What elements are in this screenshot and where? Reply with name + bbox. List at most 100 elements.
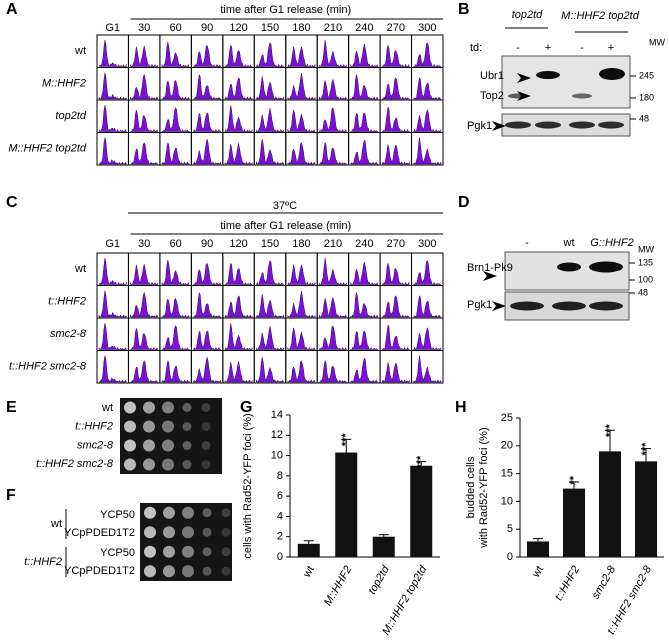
histogram	[350, 74, 379, 100]
histogram	[350, 112, 379, 132]
row-label: t::HHF2	[48, 296, 86, 308]
column-label: 240	[355, 238, 373, 250]
panel-label: E	[6, 399, 17, 416]
spot	[143, 439, 155, 452]
spot	[202, 527, 212, 537]
histogram	[381, 44, 410, 67]
row-label: wt	[101, 402, 113, 414]
histogram	[350, 261, 379, 285]
bar	[635, 461, 657, 557]
column-label: 270	[387, 22, 405, 34]
spot	[124, 401, 136, 414]
histogram	[161, 324, 190, 350]
bar	[599, 451, 621, 557]
band	[552, 301, 586, 311]
row-label: wt	[74, 45, 86, 57]
y-tick-label: 0	[277, 551, 283, 563]
band	[589, 301, 623, 311]
histogram	[319, 141, 347, 165]
band	[589, 261, 623, 273]
histogram	[193, 291, 221, 318]
y-tick-label: 10	[271, 449, 283, 461]
mw-label: MW	[638, 244, 654, 254]
column-label: 210	[324, 238, 342, 250]
histogram	[287, 109, 316, 132]
row-label: YCpPDED1T2	[64, 527, 135, 539]
histogram	[161, 359, 190, 383]
spot	[202, 508, 212, 518]
row-label: t::HHF2 smc2-8	[36, 458, 114, 470]
spot	[143, 420, 155, 433]
row-label: wt	[74, 263, 86, 275]
row-label: t::HHF2	[75, 421, 113, 433]
band	[599, 68, 625, 80]
histogram	[193, 357, 222, 383]
histogram	[350, 357, 379, 383]
histogram	[256, 326, 284, 350]
mw-label: MW	[649, 37, 665, 47]
histogram	[381, 362, 410, 383]
histogram	[381, 106, 410, 132]
histogram	[413, 42, 442, 67]
panel-label: D	[458, 194, 470, 211]
cell	[96, 317, 129, 351]
y-tick-label: 6	[277, 490, 283, 502]
spot	[182, 422, 192, 431]
histogram	[130, 45, 159, 67]
column-label: 60	[170, 22, 182, 34]
band	[569, 121, 595, 129]
spot	[201, 403, 211, 412]
band-label: Pgk1	[467, 120, 492, 132]
spot	[162, 401, 174, 414]
histogram	[193, 330, 222, 350]
group-label: t::HHF2	[24, 556, 62, 568]
spot	[144, 506, 156, 519]
panel-label: F	[6, 487, 16, 504]
column-label: 210	[324, 22, 342, 34]
group-label: wt	[50, 518, 62, 530]
histogram	[161, 141, 190, 165]
panel-label: G	[240, 399, 252, 416]
mw-marker: 100	[638, 274, 653, 284]
histogram	[224, 143, 253, 165]
histogram	[382, 77, 410, 100]
y-tick-label: 4	[277, 510, 283, 522]
y-axis-label: budded cells	[465, 456, 477, 518]
panel-label: B	[458, 1, 470, 18]
row-label: M::HHF2 top2td	[8, 143, 87, 155]
lane-label: +	[545, 42, 551, 54]
histogram	[224, 295, 253, 318]
bar	[410, 465, 433, 557]
spot	[201, 441, 211, 450]
y-tick-label: 5	[507, 523, 513, 535]
histogram	[413, 260, 442, 285]
significance: ***	[340, 433, 352, 447]
mw-marker: 245	[639, 70, 654, 80]
histogram	[287, 327, 316, 350]
spot	[124, 458, 136, 471]
histogram	[318, 39, 347, 67]
spot	[202, 547, 212, 557]
histogram	[193, 139, 222, 165]
histogram	[161, 259, 190, 285]
histogram	[413, 109, 442, 132]
y-tick-label: 2	[277, 531, 283, 543]
panel-label: C	[6, 194, 18, 211]
column-label: 180	[292, 238, 310, 250]
spot	[202, 566, 212, 576]
spot	[182, 460, 192, 469]
column-label: 180	[292, 22, 310, 34]
column-label: 120	[229, 238, 247, 250]
histogram	[287, 263, 316, 285]
histogram	[256, 42, 284, 67]
band	[557, 262, 581, 272]
column-label: 150	[261, 22, 279, 34]
y-tick-label: 15	[501, 468, 513, 480]
histogram	[161, 298, 190, 318]
band-label: Ubr1	[480, 70, 504, 82]
histogram	[413, 77, 441, 100]
spot	[124, 420, 136, 433]
bar	[335, 452, 358, 557]
spot	[221, 566, 231, 576]
histogram	[130, 327, 159, 350]
